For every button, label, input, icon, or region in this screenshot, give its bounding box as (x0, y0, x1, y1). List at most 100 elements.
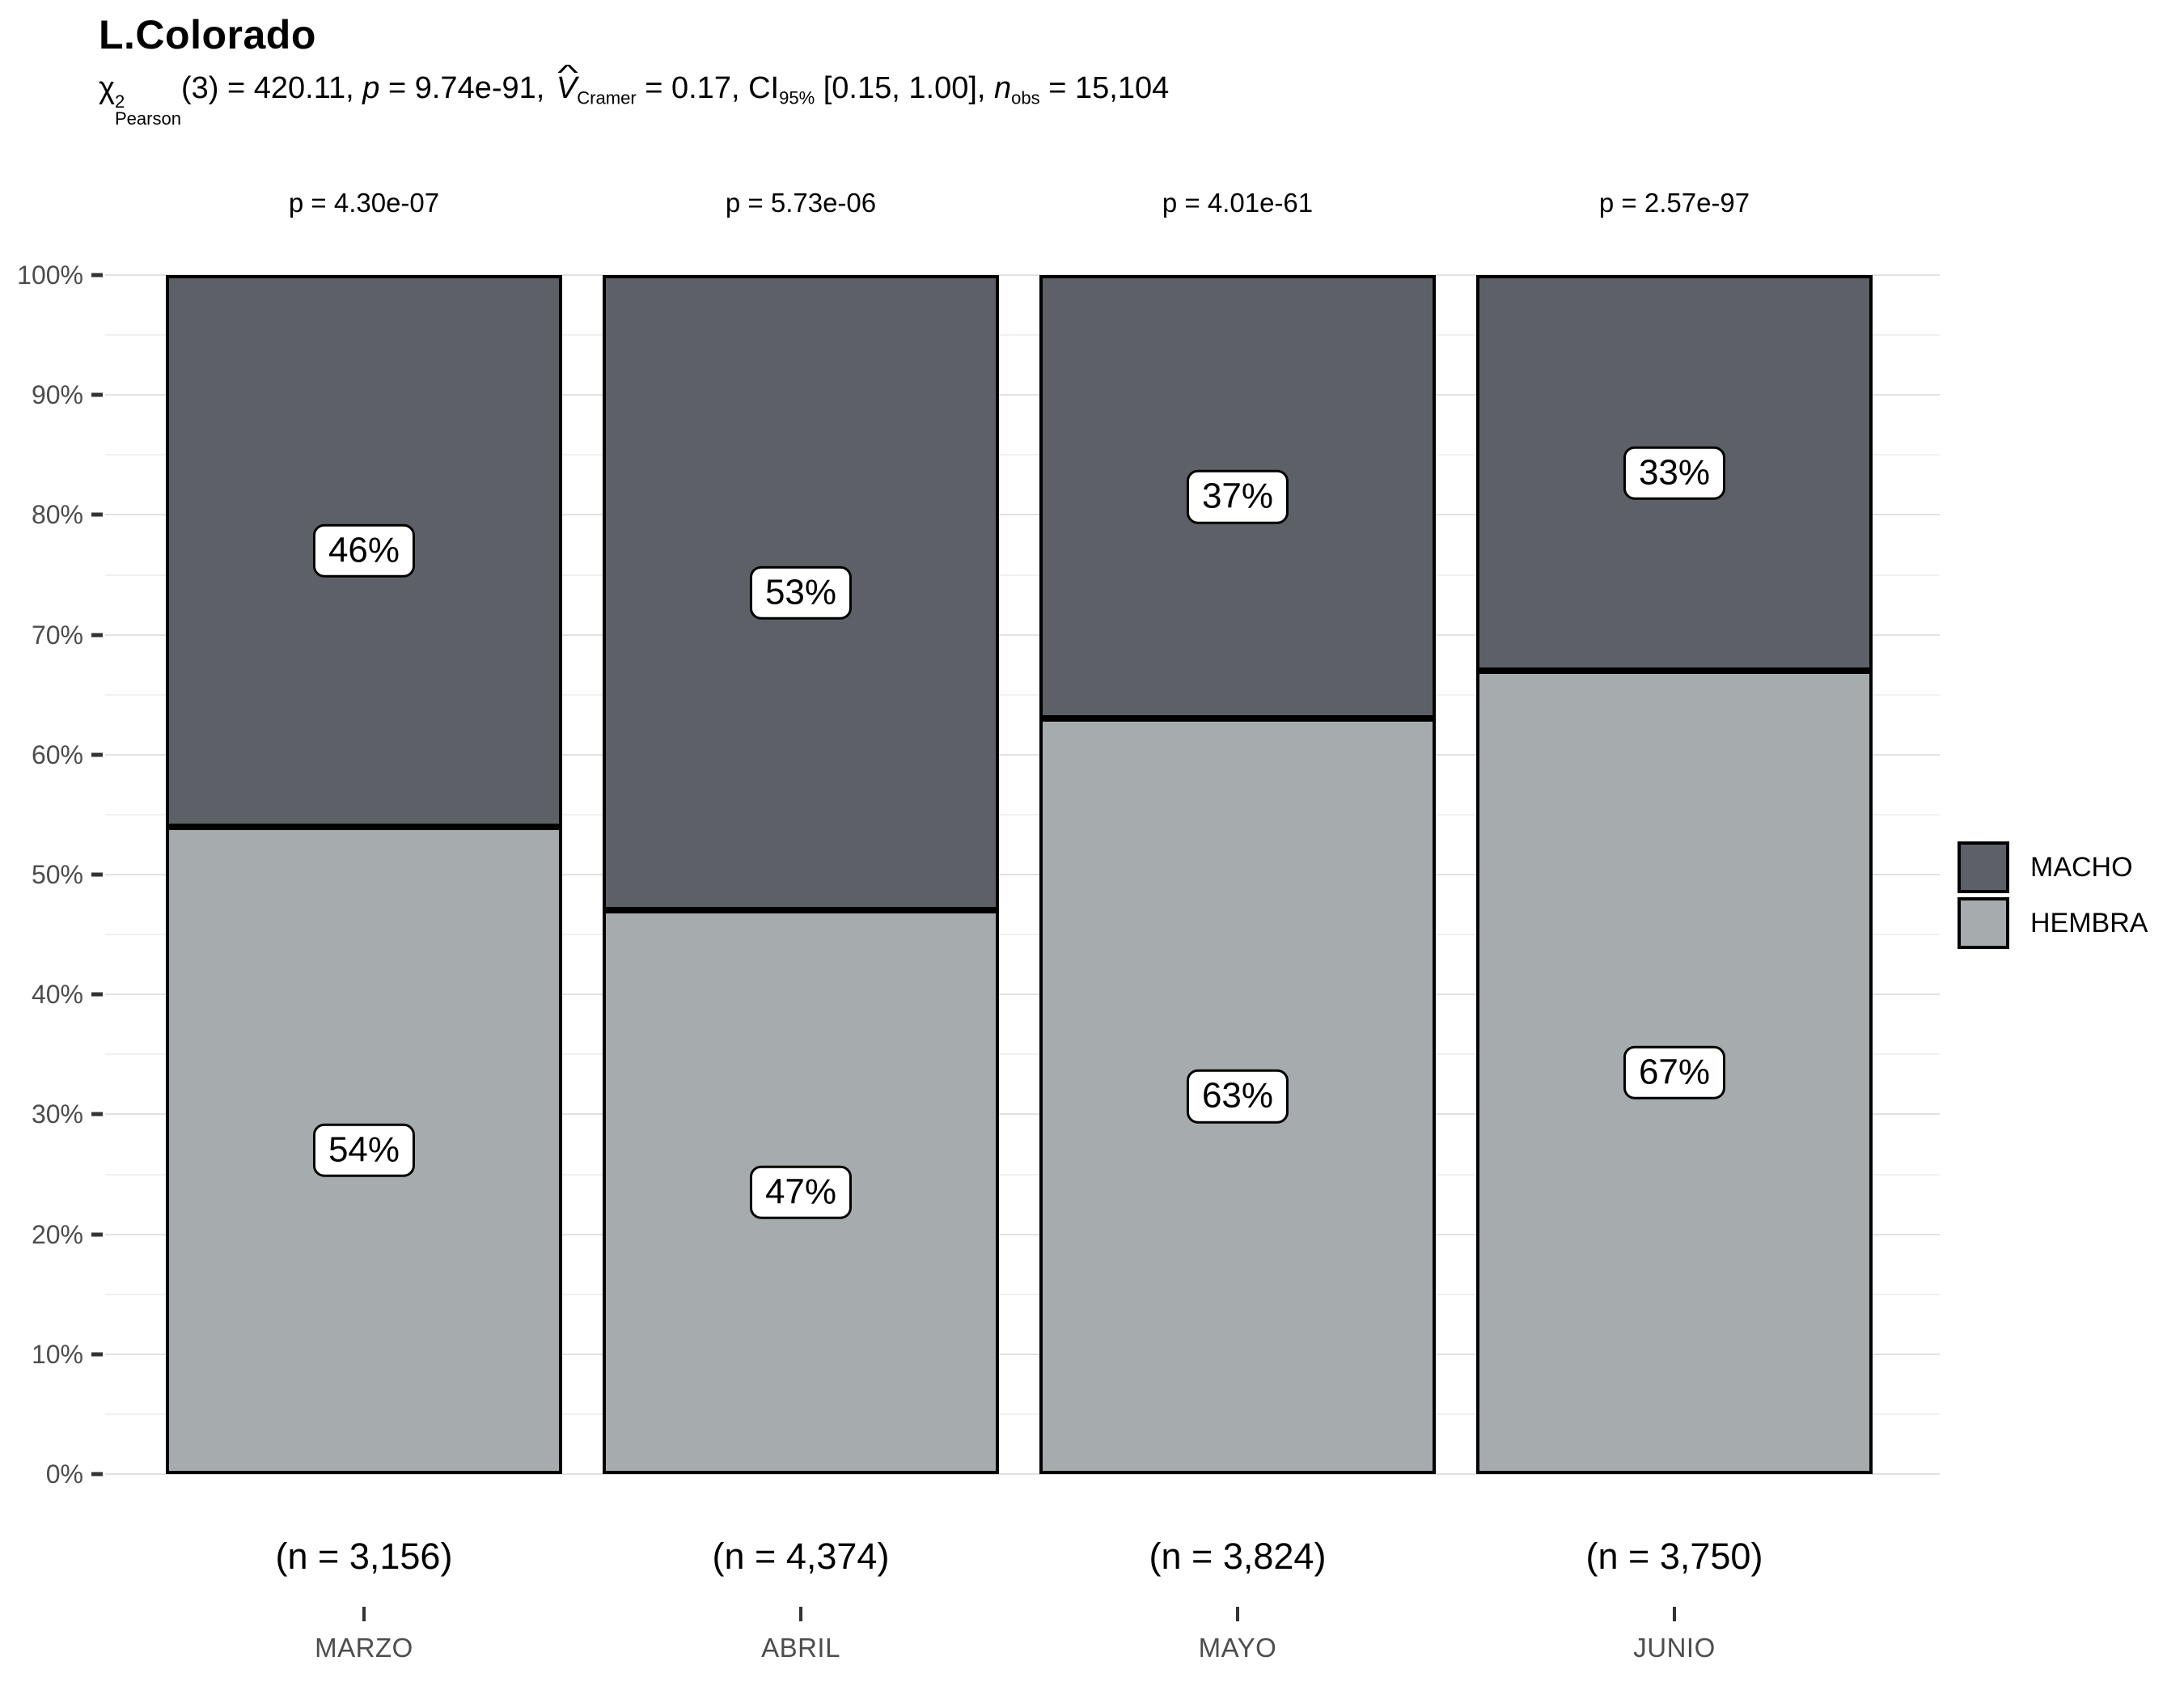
bar-segment-hembra: 63% (1039, 718, 1436, 1474)
sample-size-label: (n = 3,824) (1149, 1536, 1327, 1577)
x-axis-tick (799, 1607, 802, 1621)
p-value-label: p = 4.30e-07 (288, 188, 440, 218)
sample-size-label: (n = 4,374) (712, 1536, 890, 1577)
x-axis-tick (362, 1607, 366, 1621)
gridline (105, 334, 1940, 337)
gridline (105, 753, 1940, 756)
x-axis-category-label: MAYO (1198, 1633, 1277, 1663)
chart-title: L.Colorado (99, 12, 316, 57)
gridline (105, 1053, 1940, 1056)
gridline (105, 1353, 1940, 1355)
bar-column-marzo: p = 4.30e-07 46% 54% (n = 3,156) MARZO (146, 0, 582, 1699)
legend-swatch-macho (1958, 841, 2009, 893)
y-axis-tick-mark (91, 273, 103, 278)
hat-accent: ^ (557, 59, 578, 85)
percent-label: 53% (749, 566, 853, 621)
stacked-bar: 33% 67% (1476, 275, 1873, 1474)
y-axis-tick-label: 100% (17, 261, 83, 290)
gridline (105, 813, 1940, 816)
percent-label: 54% (312, 1123, 416, 1178)
x-axis-tick (1673, 1607, 1676, 1621)
stacked-bar: 46% 54% (166, 275, 562, 1474)
gridline (105, 693, 1940, 696)
x-axis-tick (1236, 1607, 1239, 1621)
percent-label: 47% (749, 1165, 853, 1220)
bar-segment-hembra: 47% (603, 910, 999, 1474)
y-axis-tick-label: 90% (31, 380, 83, 410)
gridline (105, 633, 1940, 636)
gridline (105, 1173, 1940, 1176)
y-axis-tick-label: 60% (31, 739, 83, 769)
gridline (105, 874, 1940, 875)
y-axis-tick-mark (91, 992, 103, 997)
bar-column-abril: p = 5.73e-06 53% 47% (n = 4,374) ABRIL (582, 0, 1019, 1699)
percent-label: 37% (1186, 469, 1289, 524)
gridline (105, 1233, 1940, 1235)
gridline (105, 1473, 1940, 1475)
y-axis-tick-mark (91, 1472, 103, 1477)
x-axis-category-label: ABRIL (761, 1633, 840, 1663)
gridline (105, 1293, 1940, 1295)
gridline (105, 574, 1940, 576)
y-axis-tick-mark (91, 633, 103, 638)
legend-label: HEMBRA (2030, 907, 2148, 938)
ci-subscript: 95% (779, 87, 815, 108)
y-axis-tick-mark (91, 1352, 103, 1357)
y-axis-tick-label: 20% (31, 1219, 83, 1249)
bar-segment-macho: 33% (1476, 275, 1873, 672)
y-axis-tick-label: 70% (31, 620, 83, 650)
x-axis-category-label: MARZO (315, 1633, 413, 1663)
bar-column-junio: p = 2.57e-97 33% 67% (n = 3,750) JUNIO (1456, 0, 1893, 1699)
percent-label: 46% (312, 523, 416, 578)
y-axis-tick-label: 80% (31, 500, 83, 530)
bar-segment-macho: 37% (1039, 275, 1436, 719)
chi-symbol: χ (99, 71, 115, 105)
gridline (105, 1413, 1940, 1415)
bar-segment-macho: 53% (603, 275, 999, 911)
gridline (105, 274, 1940, 276)
n-value: = 15,104 (1039, 71, 1170, 105)
chart-subtitle: χ 2 Pearson (3) = 420.11, p = 9.74e-91, ^ VC… (99, 60, 1170, 129)
y-axis-tick-mark (91, 1112, 103, 1116)
ci-value: [0.15, 1.00], (815, 71, 995, 105)
p-symbol: p (362, 71, 380, 105)
percent-label: 67% (1623, 1045, 1726, 1099)
cramer-v-symbol: V (556, 71, 578, 105)
gridline (105, 514, 1940, 516)
y-axis-tick-label: 50% (31, 860, 83, 889)
bar-segment-macho: 46% (166, 275, 562, 827)
percent-label: 33% (1623, 446, 1726, 500)
p-value-label: p = 2.57e-97 (1598, 188, 1750, 218)
y-axis-tick-mark (91, 1232, 103, 1237)
stacked-bar: 37% 63% (1039, 275, 1436, 1474)
y-axis-tick-label: 0% (45, 1460, 83, 1489)
y-axis: 0% 10% 20% 30% 40% 50% 60% 70% 80% 90% 100% (0, 262, 105, 1487)
chi-subscript: Pearson (114, 108, 182, 129)
legend-swatch-hembra (1958, 897, 2009, 949)
gridline (105, 994, 1940, 996)
p-value-label: p = 5.73e-06 (725, 188, 877, 218)
gridline (105, 394, 1940, 396)
chi-exponent: 2 (114, 91, 125, 112)
bar-segment-hembra: 54% (166, 826, 562, 1474)
y-axis-tick-label: 30% (31, 1099, 83, 1129)
p-value: = 9.74e-91, (379, 71, 553, 105)
percent-label: 63% (1186, 1069, 1289, 1124)
statistic-value: = 420.11, (218, 71, 363, 105)
cramer-value: = 0.17, (636, 71, 749, 105)
bar-segment-hembra: 67% (1476, 671, 1873, 1474)
degrees-of-freedom: (3) (181, 71, 219, 105)
x-axis-category-label: JUNIO (1633, 1633, 1716, 1663)
p-value-label: p = 4.01e-61 (1162, 188, 1314, 218)
y-axis-tick-mark (91, 512, 103, 517)
legend-label: MACHO (2030, 851, 2133, 883)
y-axis-tick-mark (91, 752, 103, 757)
gridline (105, 934, 1940, 936)
gridline (105, 1113, 1940, 1116)
legend-item-macho: MACHO (1958, 841, 2148, 893)
n-symbol: n (994, 71, 1012, 105)
bar-column-mayo: p = 4.01e-61 37% 63% (n = 3,824) MAYO (1019, 0, 1456, 1699)
stacked-bar: 53% 47% (603, 275, 999, 1474)
plot-panel (105, 274, 1940, 1475)
sample-size-label: (n = 3,156) (275, 1536, 453, 1577)
